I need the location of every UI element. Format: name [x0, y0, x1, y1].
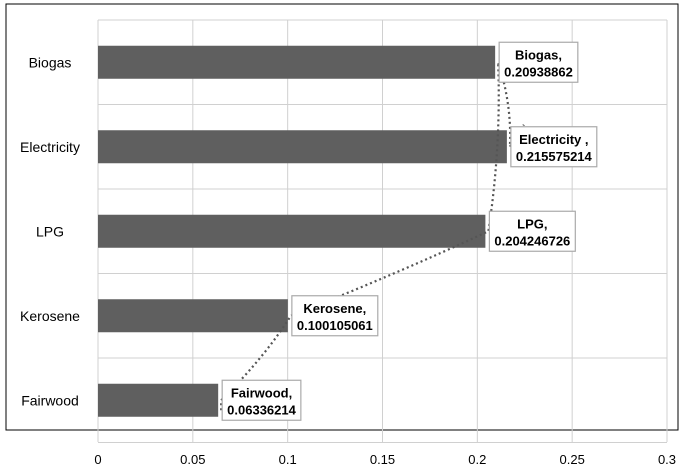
category-label-lpg: LPG: [36, 223, 64, 239]
data-label-category: Biogas,: [515, 47, 562, 62]
data-label-value: 0.100105061: [297, 318, 373, 333]
x-tick-labels: 0 0.05 0.1 0.15 0.2 0.25 0.3: [94, 452, 676, 467]
x-tick-label: 0.2: [468, 452, 486, 467]
category-label-fairwood: Fairwood: [21, 392, 79, 408]
data-label-electricity: Electricity , 0.215575214: [510, 126, 598, 168]
bar-biogas: [98, 45, 496, 79]
bar-fairwood: [98, 383, 219, 417]
data-label-box: [498, 41, 579, 83]
bar-electricity: [98, 130, 507, 164]
data-label-value: 0.06336214: [227, 402, 296, 417]
bars: [98, 45, 507, 417]
data-label-category: LPG,: [517, 216, 547, 231]
bar-kerosene: [98, 299, 288, 333]
category-label-biogas: Biogas: [29, 54, 72, 70]
data-label-box: [221, 379, 302, 421]
data-label-box: [291, 295, 379, 337]
x-tick-label: 0.3: [658, 452, 676, 467]
data-label-category: Fairwood,: [231, 385, 292, 400]
x-tick-label: 0: [94, 452, 101, 467]
x-tick-label: 0.15: [370, 452, 395, 467]
category-labels: Biogas Electricity LPG Kerosene Fairwood: [20, 54, 80, 408]
x-tick-label: 0.05: [180, 452, 205, 467]
data-label-lpg: LPG, 0.204246726: [488, 210, 576, 252]
x-tick-label: 0.25: [560, 452, 585, 467]
data-label-box: [488, 210, 576, 252]
x-tick-label: 0.1: [279, 452, 297, 467]
data-label-value: 0.20938862: [504, 64, 573, 79]
data-labels: Biogas, 0.20938862 Electricity , 0.21557521…: [221, 41, 598, 421]
data-label-category: Electricity ,: [519, 132, 588, 147]
gridlines: [97, 19, 668, 443]
category-label-electricity: Electricity: [20, 139, 80, 155]
data-label-value: 0.215575214: [516, 149, 593, 164]
bar-lpg: [98, 214, 486, 248]
data-label-biogas: Biogas, 0.20938862: [498, 41, 579, 83]
data-label-kerosene: Kerosene, 0.100105061: [291, 295, 379, 337]
data-label-value: 0.204246726: [494, 233, 570, 248]
category-label-kerosene: Kerosene: [20, 308, 80, 324]
data-label-box: [510, 126, 598, 168]
data-label-fairwood: Fairwood, 0.06336214: [221, 379, 302, 421]
data-label-category: Kerosene,: [303, 301, 366, 316]
